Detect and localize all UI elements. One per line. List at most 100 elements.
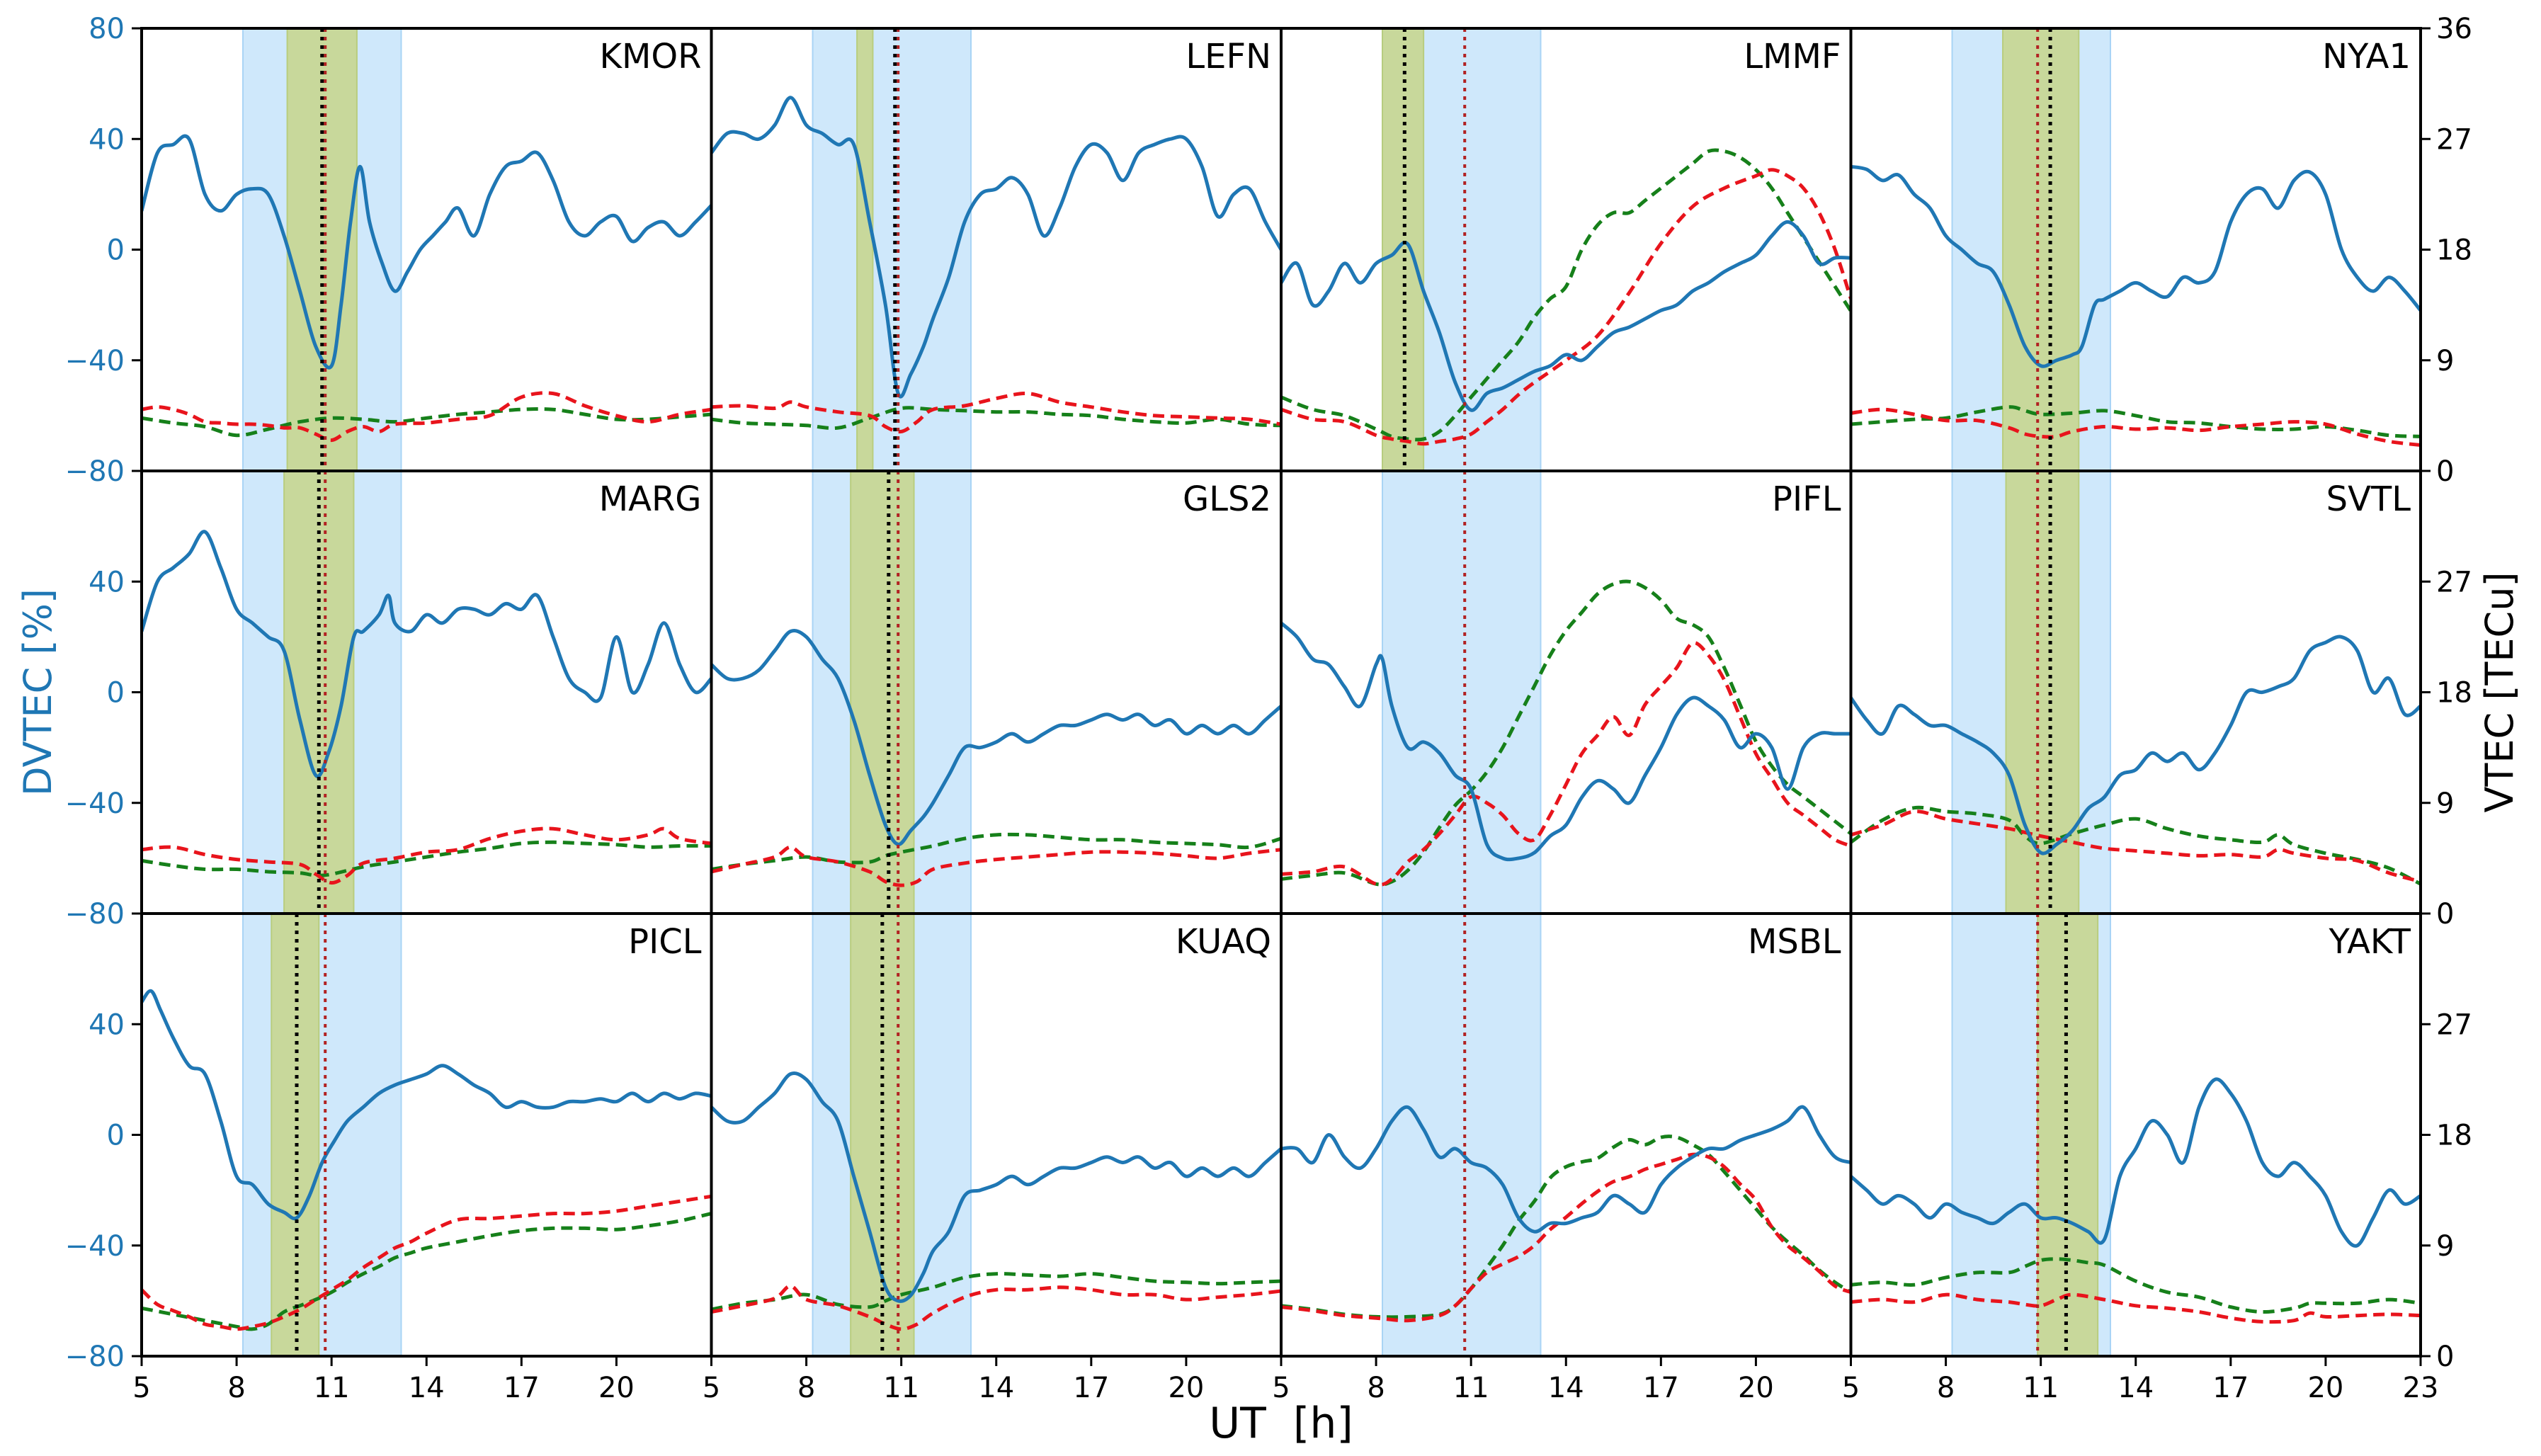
x-tick-label: 20 (2307, 1372, 2343, 1404)
vtec-green-line (1851, 1257, 2421, 1314)
right-tick-label: 27 (2436, 1008, 2472, 1041)
x-tick-label: 14 (1548, 1372, 1584, 1404)
dvtec-line (142, 989, 712, 1221)
dvtec-line (142, 530, 712, 778)
right-axis-ticks: 0 9 18 27 36 0 9 18 27 0 9 18 27 (2421, 13, 2472, 1373)
x-tick-label: 8 (227, 1372, 245, 1404)
vtec-green-line (1851, 805, 2421, 886)
x-tick-label: 17 (1073, 1372, 1109, 1404)
panel-pifl: PIFL (1280, 470, 1853, 915)
panel-frame (1280, 912, 1853, 1358)
station-label: YAKT (2329, 922, 2411, 962)
panel-kmor: KMOR (140, 27, 713, 472)
panel-frame (1849, 912, 2422, 1358)
bottom-axis-ticks: 5 8 11 14 17 20 5 8 11 14 17 20 5 8 11 14 17 20 5 8 11 14 17 20… (132, 1356, 2438, 1404)
right-tick-label: 0 (2436, 455, 2454, 488)
panel-lmmf: LMMF (1280, 27, 1853, 472)
dvtec-line (711, 1071, 1281, 1303)
x-tick-label: 8 (797, 1372, 815, 1404)
x-axis-label: UT [h] (1209, 1399, 1353, 1448)
y-axis-label-right: VTEC [TECu] (2477, 571, 2522, 812)
blue-time-span (1382, 914, 1542, 1356)
olive-time-span (856, 28, 874, 471)
panel-kuaq: KUAQ (710, 912, 1283, 1358)
olive-time-span (850, 471, 915, 914)
vtec-red-line (142, 391, 712, 443)
station-label: PICL (628, 922, 702, 962)
station-label: MSBL (1748, 922, 1841, 962)
x-tick-label: 14 (409, 1372, 445, 1404)
dvtec-line (1281, 621, 1851, 862)
x-tick-label: 5 (1842, 1372, 1860, 1404)
panel-frame (1280, 27, 1853, 472)
vtec-red-line (142, 1194, 712, 1331)
blue-time-span (242, 914, 402, 1356)
panel-picl: PICL (140, 912, 713, 1358)
vtec-red-line (711, 1284, 1281, 1331)
x-tick-label: 17 (1643, 1372, 1679, 1404)
dvtec-line (1281, 1105, 1851, 1234)
vtec-red-line (1851, 407, 2421, 447)
olive-time-span (2005, 471, 2080, 914)
x-tick-label: 20 (1738, 1372, 1774, 1404)
station-label: SVTL (2326, 479, 2411, 519)
dvtec-line (1281, 220, 1851, 412)
left-tick-label: 0 (107, 1120, 125, 1152)
vtec-red-line (142, 826, 712, 885)
dvtec-line (142, 134, 712, 370)
x-tick-label: 11 (314, 1372, 350, 1404)
panel-frame (140, 27, 713, 472)
right-tick-label: 9 (2436, 1230, 2454, 1263)
x-tick-label: 8 (1937, 1372, 1955, 1404)
panel-nya1: NYA1 (1849, 27, 2422, 472)
station-label: PIFL (1772, 479, 1841, 519)
x-tick-label: 17 (2212, 1372, 2249, 1404)
station-label: LMMF (1744, 37, 1841, 76)
left-axis-ticks: −80 −40 0 40 80 −80 −40 0 40 −80 −40 0 40 (65, 13, 142, 1373)
right-tick-label: 18 (2436, 1120, 2472, 1152)
blue-time-span (812, 28, 972, 471)
panel-svtl: SVTL (1849, 470, 2422, 915)
vtec-green-line (711, 1272, 1281, 1312)
x-tick-label: 20 (1168, 1372, 1204, 1404)
vtec-green-line (142, 407, 712, 438)
left-tick-label: 40 (89, 566, 125, 598)
station-label: GLS2 (1183, 479, 1271, 519)
panel-frame (1849, 470, 2422, 915)
right-tick-label: 9 (2436, 787, 2454, 820)
dvtec-line (711, 629, 1281, 846)
panel-gls2: GLS2 (710, 470, 1283, 915)
x-tick-label: 17 (504, 1372, 540, 1404)
dvtec-line (711, 96, 1281, 399)
left-tick-label: 40 (89, 123, 125, 156)
vtec-red-line (711, 392, 1281, 434)
station-label: LEFN (1186, 37, 1271, 76)
panel-frame (140, 912, 713, 1358)
y-axis-label-left: DVTEC [%] (16, 588, 60, 796)
blue-time-span (1382, 471, 1542, 914)
panel-frame (710, 27, 1283, 472)
vtec-green-line (142, 1212, 712, 1331)
vtec-red-line (1281, 168, 1851, 446)
vtec-green-line (142, 840, 712, 877)
x-tick-label: 11 (883, 1372, 919, 1404)
left-tick-label: −80 (65, 455, 125, 488)
x-tick-label: 20 (598, 1372, 635, 1404)
vtec-red-line (1281, 641, 1851, 887)
right-tick-label: 18 (2436, 234, 2472, 267)
x-tick-label: 14 (978, 1372, 1014, 1404)
panel-yakt: YAKT (1849, 912, 2422, 1358)
x-tick-label: 11 (1453, 1372, 1489, 1404)
left-tick-label: −40 (65, 1230, 125, 1263)
left-tick-label: −80 (65, 898, 125, 931)
right-tick-label: 36 (2436, 13, 2472, 45)
left-tick-label: −80 (65, 1341, 125, 1373)
x-tick-label: 5 (703, 1372, 720, 1404)
vtec-red-line (1281, 1152, 1851, 1323)
x-tick-label: 8 (1367, 1372, 1385, 1404)
olive-time-span (2002, 28, 2080, 471)
dvtec-line (1851, 164, 2421, 368)
panel-frame (1849, 27, 2422, 472)
x-tick-label: 5 (132, 1372, 150, 1404)
